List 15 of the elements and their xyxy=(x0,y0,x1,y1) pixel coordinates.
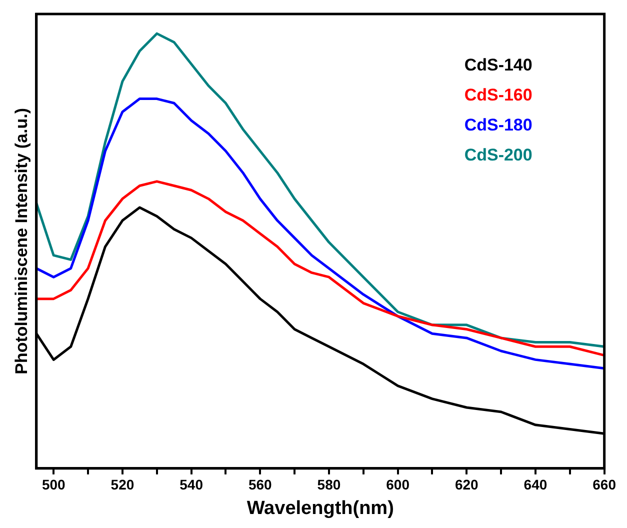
x-tick-label: 540 xyxy=(180,476,204,493)
x-tick-label: 660 xyxy=(592,476,616,493)
y-axis-title: Photoluminiscene Intensity (a.u.) xyxy=(12,108,31,374)
text: CdS-180 xyxy=(464,116,532,135)
text: CdS-200 xyxy=(464,146,532,165)
x-tick-label: 620 xyxy=(454,476,479,493)
x-tick-label: 640 xyxy=(524,476,548,493)
text: CdS-160 xyxy=(464,86,532,105)
x-tick-label: 520 xyxy=(110,476,134,493)
x-tick-label: 500 xyxy=(42,476,66,493)
x-tick-label: 560 xyxy=(248,476,272,493)
x-tick-label: 580 xyxy=(317,476,341,493)
x-axis-title: Wavelength(nm) xyxy=(246,498,394,519)
text: CdS-140 xyxy=(464,56,532,75)
x-tick-label: 600 xyxy=(386,476,410,493)
